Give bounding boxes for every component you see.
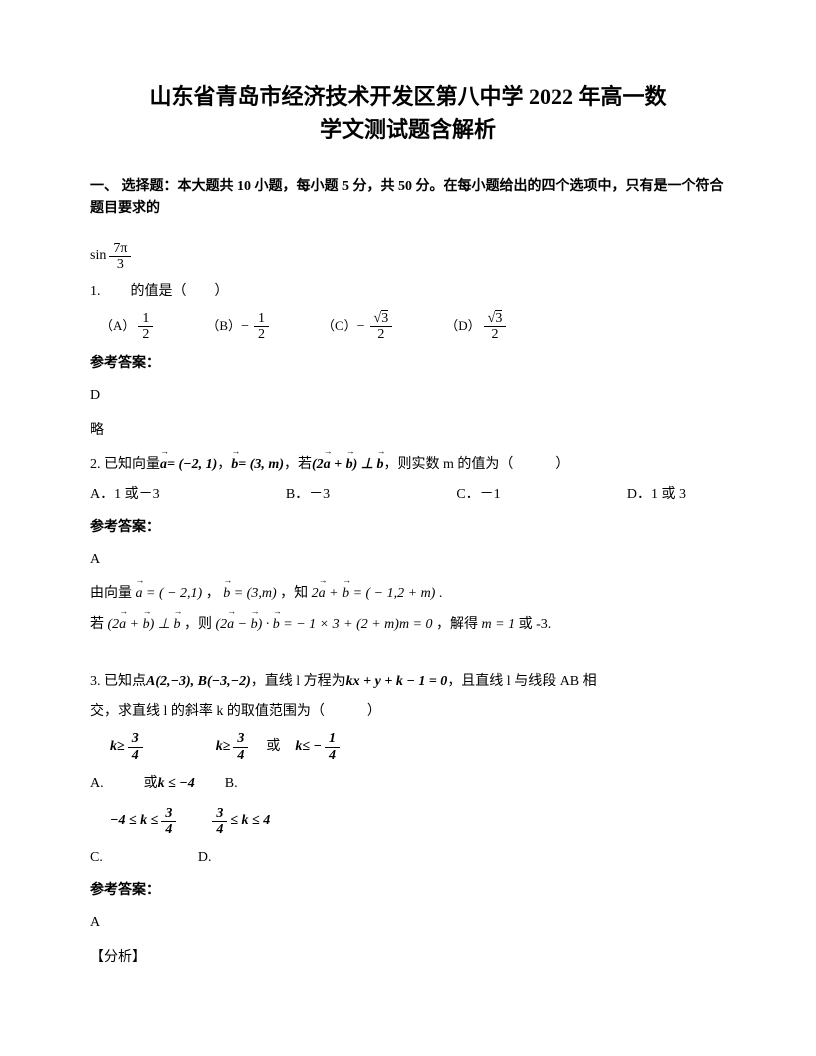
q2-exp1: 由向量 a = ( − 2,1) ， b = (3,m) ，知 2a + b =…	[90, 583, 726, 605]
q2-stem: 2. 已知向量 a = (−2, 1) ， b = (3, m) ，若 (2a …	[90, 454, 726, 476]
q1-answer-label: 参考答案：	[90, 353, 726, 375]
q1-option-d: （D） √3 2	[445, 311, 509, 343]
q3-options: k ≥ 3 4 k ≥ 3 4 或 k ≤ − 1	[90, 731, 726, 869]
q3-option-c: C.	[90, 847, 103, 869]
q1-sin: sin	[90, 245, 106, 267]
q1-options: （A） 1 2 （B） − 1 2 （C） − √3 2 （D） √3	[100, 311, 726, 343]
q1-optC-frac: √3 2	[370, 311, 393, 343]
q1-text: 1. 的值是（ ）	[90, 281, 726, 303]
q3-analysis: 【分析】	[90, 947, 726, 969]
q3-stem-line1: 3. 已知点 A(2,−3), B(−3,−2) ，直线 l 方程为 kx + …	[90, 671, 726, 693]
q2-option-d: D．1 或 3	[627, 484, 686, 506]
vector-b: b	[231, 454, 238, 476]
q3-option-b: k ≥ 3 4 或 k ≤ − 1 4	[216, 731, 343, 763]
q1-stem: sin 7π 3	[90, 241, 726, 273]
section-header: 一、 选择题：本大题共 10 小题，每小题 5 分，共 50 分。在每小题给出的…	[90, 176, 726, 221]
minus-sign: −	[241, 316, 249, 338]
q3-option-a: k ≥ 3 4	[90, 731, 146, 763]
q2-options: A．1 或－3 B．－3 C．－1 D．1 或 3	[90, 484, 726, 506]
q3-stem-line2: 交，求直线 l 的斜率 k 的取值范围为（ ）	[90, 701, 726, 723]
perp-expr: (2a + b) ⊥ b	[312, 454, 384, 476]
q2-answer-label: 参考答案：	[90, 517, 726, 539]
q1-prefix: 1.	[90, 281, 101, 303]
title-line-2: 学文测试题含解析	[320, 117, 496, 142]
q3-answer: A	[90, 912, 726, 934]
q1-option-c: （C） − √3 2	[322, 311, 395, 343]
q2-option-c: C．－1	[456, 484, 500, 506]
q1-optA-frac: 1 2	[138, 311, 153, 343]
question-2: 2. 已知向量 a = (−2, 1) ， b = (3, m) ，若 (2a …	[90, 454, 726, 636]
q1-optB-frac: 1 2	[254, 311, 269, 343]
q1-suffix: 的值是（ ）	[131, 281, 229, 303]
q1-answer: D	[90, 385, 726, 407]
q2-answer: A	[90, 549, 726, 571]
q1-option-a: （A） 1 2	[100, 311, 156, 343]
question-3: 3. 已知点 A(2,−3), B(−3,−2) ，直线 l 方程为 kx + …	[90, 671, 726, 969]
minus-sign: −	[357, 316, 365, 338]
q1-note: 略	[90, 420, 726, 442]
q3-option-c-expr: −4 ≤ k ≤ 3 4	[110, 806, 179, 838]
vector-a: a	[160, 454, 167, 476]
q1-option-b: （B） − 1 2	[206, 311, 272, 343]
q2-exp2: 若 (2a + b) ⊥ b ，则 (2a − b) · b = − 1 × 3…	[90, 614, 726, 636]
q3-option-d-expr: 3 4 ≤ k ≤ 4	[209, 806, 270, 838]
title-line-1: 山东省青岛市经济技术开发区第八中学 2022 年高一数	[149, 84, 666, 109]
q2-option-a: A．1 或－3	[90, 484, 160, 506]
q2-option-b: B．－3	[286, 484, 330, 506]
q3-answer-label: 参考答案：	[90, 880, 726, 902]
q3-option-d: D.	[198, 847, 212, 869]
document-title: 山东省青岛市经济技术开发区第八中学 2022 年高一数 学文测试题含解析	[90, 80, 726, 146]
question-1: sin 7π 3 1. 的值是（ ） （A） 1 2 （B） − 1 2 （C）	[90, 241, 726, 442]
q1-optD-frac: √3 2	[484, 311, 507, 343]
q1-frac: 7π 3	[109, 241, 131, 273]
